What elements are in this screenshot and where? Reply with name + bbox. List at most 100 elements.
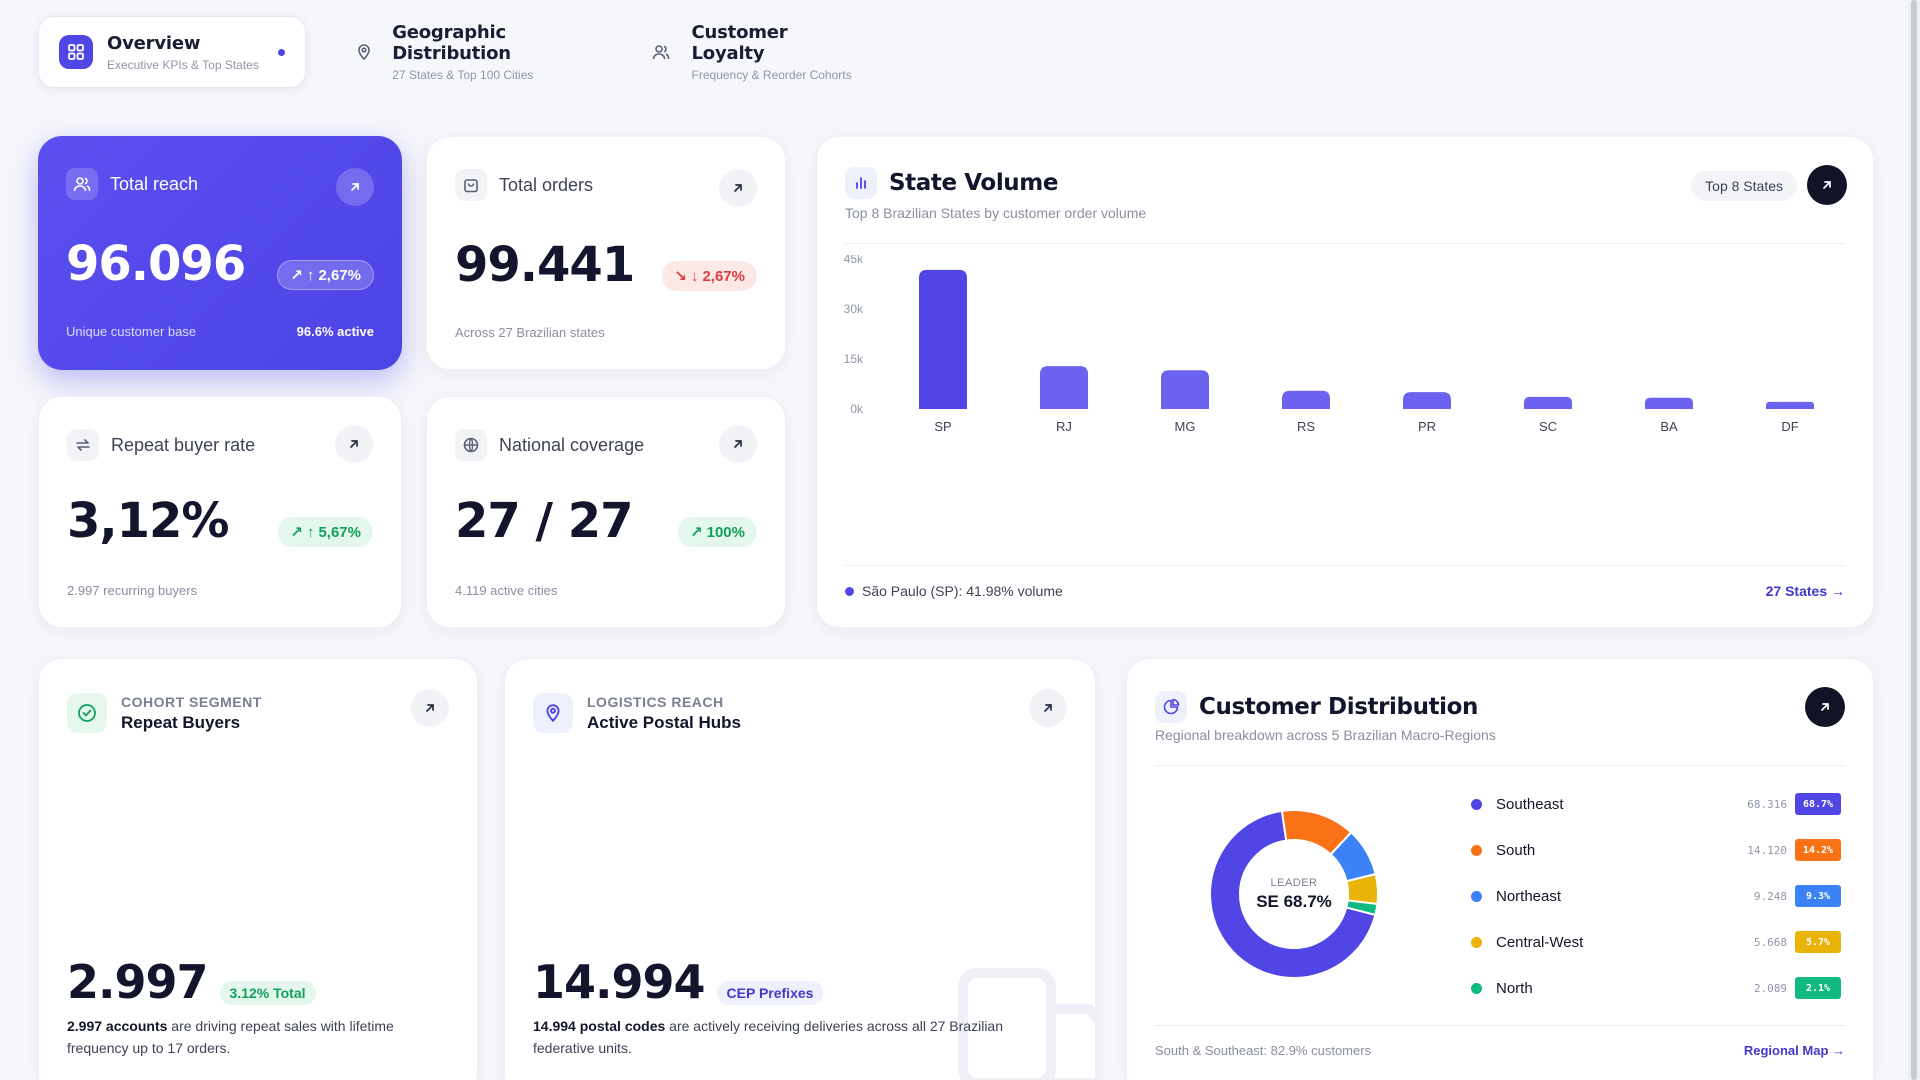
bar-mg [1161, 370, 1209, 409]
arrow-up-right-icon [1821, 703, 1829, 711]
region-count: 68.316 [1747, 797, 1787, 811]
trend-down-icon: ↘ ↓ [674, 268, 699, 285]
donut-slice-north [1345, 899, 1379, 917]
region-name: Northeast [1496, 887, 1562, 905]
region-share-badge: 14.2% [1795, 839, 1841, 861]
tab-overview[interactable]: Overview Executive KPIs & Top States [38, 16, 306, 88]
prefix-tag: CEP Prefixes [716, 981, 824, 1005]
trend-up-icon: ↗ ↑ [290, 524, 315, 541]
region-name: South [1496, 841, 1536, 859]
tab-subtitle: Frequency & Reorder Cohorts [691, 68, 852, 82]
open-detail-button[interactable] [335, 425, 373, 463]
open-detail-button[interactable] [411, 689, 449, 727]
state-volume-card: State Volume Top 8 Brazilian States by c… [816, 136, 1874, 628]
arrow-up-right-icon [1823, 181, 1831, 189]
trend-value: 5,67% [318, 523, 361, 541]
x-tick-label: SC [1539, 419, 1557, 434]
tab-geographic-distribution[interactable]: Geographic Distribution 27 States & Top … [330, 16, 610, 88]
legend-dot [1471, 890, 1482, 902]
state-volume-bar-chart: 60k45k30k15k0kSPRJMGRSPRSCBADF [844, 255, 1814, 434]
kpi-footnote: 4.119 active cities [455, 583, 558, 598]
globe-icon [455, 429, 487, 461]
region-name: Southeast [1496, 795, 1564, 813]
divider [845, 565, 1845, 566]
kpi-label: Repeat buyer rate [111, 434, 256, 455]
region-legend: Southeast 68.316 68.7% South 14.120 14.2% Nort… [1471, 789, 1841, 1029]
open-detail-button[interactable] [719, 169, 757, 207]
tab-customer-loyalty[interactable]: Customer Loyalty Frequency & Reorder Coh… [624, 16, 884, 88]
arrow-up-right-icon [734, 440, 742, 448]
location-pin-icon [350, 35, 378, 69]
pie-chart-icon [1155, 691, 1187, 723]
card-value: 14.994 [533, 955, 706, 1009]
bar-sp [919, 269, 967, 409]
trend-value: 100% [706, 523, 745, 541]
open-detail-button[interactable] [1029, 689, 1067, 727]
region-share-badge: 2.1% [1795, 977, 1841, 999]
x-tick-label: BA [1660, 419, 1678, 434]
open-detail-button[interactable] [1805, 687, 1845, 727]
y-tick-label: 45k [844, 255, 864, 266]
legend-item-southeast[interactable]: Southeast 68.316 68.7% [1471, 789, 1841, 819]
legend-item-northeast[interactable]: Northeast 9.248 9.3% [1471, 881, 1841, 911]
bar-rj [1040, 366, 1088, 409]
tab-title: Geographic Distribution [392, 22, 511, 64]
share-tag: 3.12% Total [219, 981, 316, 1005]
region-donut-chart [1209, 809, 1379, 979]
all-states-link[interactable]: 27 States → [1765, 583, 1845, 599]
customer-distribution-card: Customer Distribution Regional breakdown… [1126, 658, 1874, 1080]
region-count: 14.120 [1747, 843, 1787, 857]
eyebrow-label: LOGISTICS REACH [587, 693, 724, 710]
kpi-card-total-orders[interactable]: Total orders 99.441 ↘ ↓ 2,67% Across 27 B… [426, 136, 786, 370]
eyebrow-label: COHORT SEGMENT [121, 693, 262, 710]
legend-dot [1471, 982, 1482, 994]
scrollbar-track[interactable] [1908, 0, 1920, 1080]
region-name: North [1496, 979, 1533, 997]
regional-map-link[interactable]: Regional Map → [1743, 1043, 1845, 1058]
bar-chart-icon [845, 167, 877, 199]
arrow-up-right-icon [351, 183, 359, 191]
y-tick-label: 30k [844, 302, 864, 316]
bar-pr [1403, 392, 1451, 409]
divider [845, 243, 1845, 244]
state-filter-pill[interactable]: Top 8 States [1691, 171, 1797, 201]
trend-up-icon: ↗ [690, 524, 703, 541]
trend-badge: ↗ 100% [678, 517, 757, 547]
shopping-bag-icon [455, 169, 487, 201]
trend-value: 2,67% [702, 267, 745, 285]
kpi-card-repeat-rate[interactable]: Repeat buyer rate 3,12% ↗ ↑ 5,67% 2.997 r… [38, 396, 402, 628]
legend-item-central-west[interactable]: Central-West 5.668 5.7% [1471, 927, 1841, 957]
divider [1155, 765, 1845, 766]
kpi-card-national-coverage[interactable]: National coverage 27 / 27 ↗ 100% 4.119 ac… [426, 396, 786, 628]
tab-title: Customer Loyalty [691, 22, 788, 64]
trend-badge: ↘ ↓ 2,67% [662, 261, 757, 291]
section-subtitle: Regional breakdown across 5 Brazilian Ma… [1155, 727, 1496, 743]
volume-note: São Paulo (SP): 41.98% volume [862, 583, 1063, 599]
y-tick-label: 0k [850, 402, 864, 416]
donut-leader-value: SE 68.7% [1256, 891, 1332, 911]
card-title: Active Postal Hubs [587, 712, 741, 732]
open-detail-button[interactable] [1807, 165, 1847, 205]
legend-item-north[interactable]: North 2.089 2.1% [1471, 973, 1841, 1003]
kpi-label: Total orders [499, 174, 594, 195]
kpi-card-total-reach[interactable]: Total reach 96.096 ↗ ↑ 2,67% Unique custo… [38, 136, 402, 370]
tab-title: Overview [107, 32, 201, 54]
region-count: 9.248 [1753, 889, 1787, 903]
scrollbar-thumb[interactable] [1911, 0, 1917, 1080]
dashboard-icon [59, 35, 93, 69]
open-detail-button[interactable] [719, 425, 757, 463]
region-count: 5.668 [1753, 935, 1787, 949]
x-tick-label: PR [1418, 419, 1436, 434]
location-pin-icon [533, 693, 573, 733]
truck-watermark-icon [958, 968, 1095, 1080]
legend-item-south[interactable]: South 14.120 14.2% [1471, 835, 1841, 865]
kpi-label: Total reach [110, 173, 199, 194]
open-detail-button[interactable] [336, 168, 374, 206]
kpi-value: 96.096 [66, 236, 246, 292]
legend-dot [1471, 844, 1482, 856]
x-tick-label: RJ [1056, 419, 1072, 434]
kpi-label: National coverage [499, 434, 645, 455]
card-title: Repeat Buyers [121, 712, 241, 732]
legend-dot [845, 586, 854, 596]
tab-subtitle: 27 States & Top 100 Cities [392, 68, 534, 82]
